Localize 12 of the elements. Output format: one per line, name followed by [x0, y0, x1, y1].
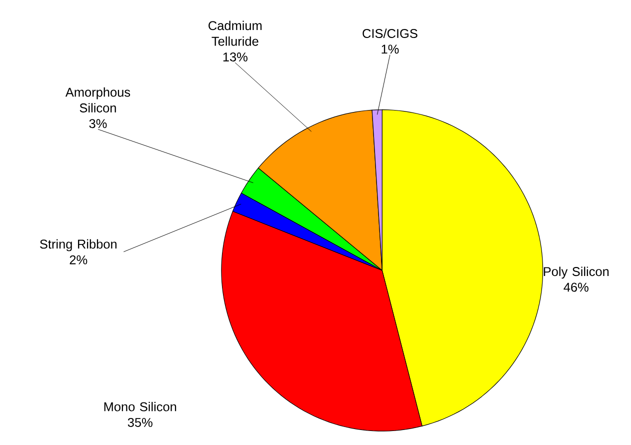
data-label: 35%	[128, 418, 152, 428]
slice-label: Mono Silicon	[104, 402, 176, 412]
data-label: 46%	[564, 282, 588, 292]
slice-label: CIS/CIGS	[362, 28, 418, 38]
slice-label: Amorphous Silicon	[65, 87, 130, 113]
slice-label: String Ribbon	[40, 239, 116, 252]
data-label: 1%	[382, 44, 399, 54]
slice-label: Poly Silicon	[544, 266, 609, 279]
data-label: 13%	[223, 52, 248, 62]
slice-label: Cadmium Telluride	[208, 20, 262, 46]
data-label: 2%	[70, 255, 88, 264]
data-label: 3%	[89, 119, 107, 128]
